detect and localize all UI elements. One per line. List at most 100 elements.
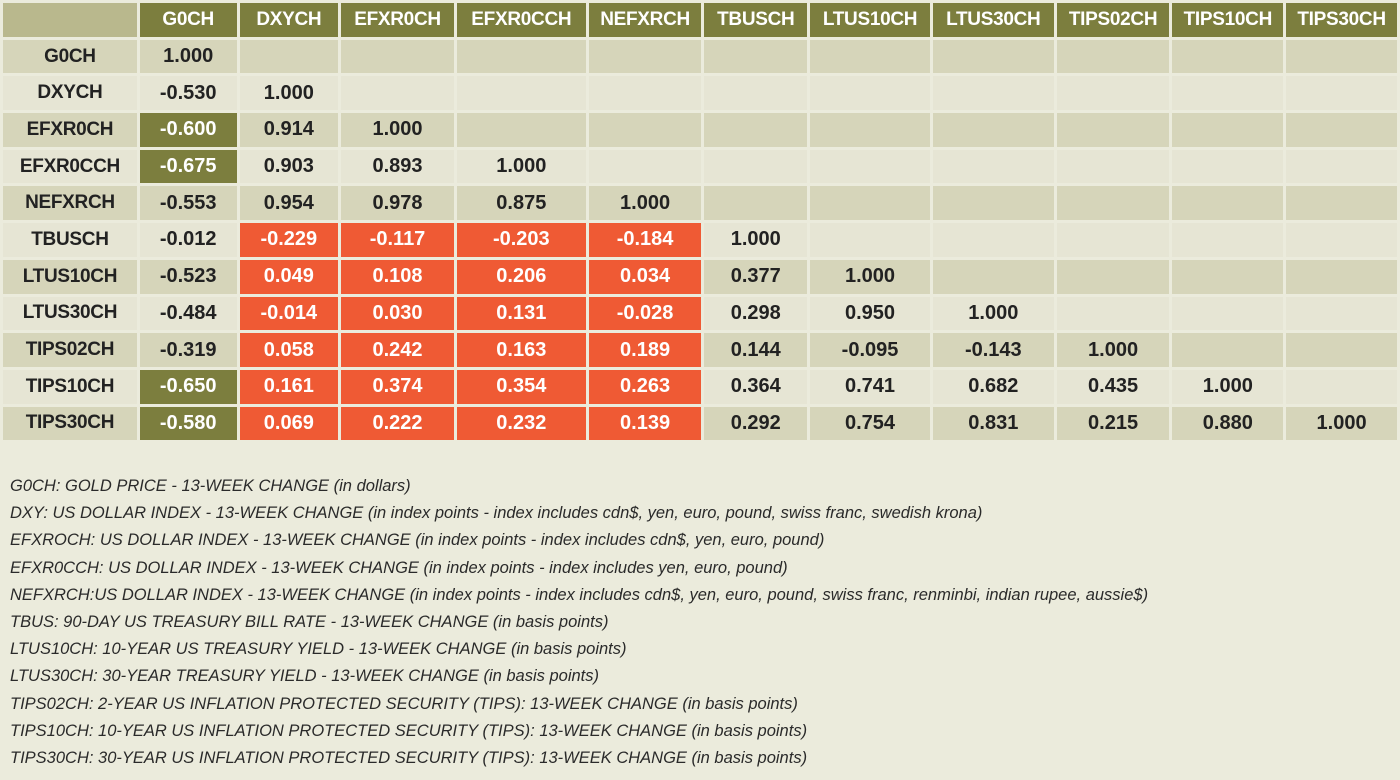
empty-cell (1286, 223, 1397, 257)
row-header-ltus10ch: LTUS10CH (3, 259, 137, 294)
empty-cell (932, 186, 1054, 221)
legend-line: EFXR0CCH: US DOLLAR INDEX - 13-WEEK CHAN… (10, 558, 788, 577)
correlation-value: 0.242 (341, 333, 454, 367)
legend: G0CH: GOLD PRICE - 13-WEEK CHANGE (in do… (10, 473, 1390, 772)
correlation-value: -0.580 (139, 406, 237, 441)
table-row: EFXR0CCH -0.675 0.903 0.893 1.000 (3, 149, 1397, 184)
correlation-value: 0.875 (456, 186, 586, 221)
correlation-value: -0.675 (139, 149, 237, 184)
column-header-nefxrch: NEFXRCH (588, 3, 702, 37)
correlation-value: 0.292 (704, 406, 808, 441)
correlation-value: 0.108 (341, 259, 454, 294)
correlation-value: 0.298 (704, 296, 808, 331)
table-row: DXYCH -0.530 1.000 (3, 76, 1397, 111)
correlation-value: 0.954 (239, 186, 339, 221)
empty-cell (456, 76, 586, 111)
correlation-value: 1.000 (1172, 369, 1284, 404)
empty-cell (341, 39, 454, 74)
correlation-value: 0.950 (810, 296, 930, 331)
empty-cell (239, 39, 339, 74)
correlation-value: -0.229 (239, 223, 339, 257)
correlation-value: 0.978 (341, 186, 454, 221)
correlation-value: -0.484 (139, 296, 237, 331)
empty-cell (810, 186, 930, 221)
empty-cell (1286, 76, 1397, 111)
column-header-ltus10ch: LTUS10CH (810, 3, 930, 37)
correlation-matrix: G0CH DXYCH EFXR0CH EFXR0CCH NEFXRCH TBUSCH LTU… (3, 3, 1397, 441)
correlation-value: 0.139 (588, 406, 702, 441)
correlation-value: 0.206 (456, 259, 586, 294)
empty-cell (810, 113, 930, 147)
correlation-value: 0.903 (239, 149, 339, 184)
empty-cell (1286, 113, 1397, 147)
empty-cell (1172, 149, 1284, 184)
empty-cell (1172, 259, 1284, 294)
table-row: TBUSCH -0.012 -0.229 -0.117 -0.203 -0.184 1.00… (3, 223, 1397, 257)
correlation-value: 1.000 (139, 39, 237, 74)
empty-cell (704, 149, 808, 184)
empty-cell (588, 76, 702, 111)
empty-cell (704, 113, 808, 147)
legend-line: TIPS10CH: 10-YEAR US INFLATION PROTECTED… (10, 721, 808, 740)
correlation-value: -0.012 (139, 223, 237, 257)
empty-cell (932, 76, 1054, 111)
column-header-efxr0cch: EFXR0CCH (456, 3, 586, 37)
correlation-value: -0.014 (239, 296, 339, 331)
column-header-dxych: DXYCH (239, 3, 339, 37)
correlation-value: 0.163 (456, 333, 586, 367)
legend-line: TBUS: 90-DAY US TREASURY BILL RATE - 13-… (10, 612, 609, 631)
correlation-value: -0.028 (588, 296, 702, 331)
empty-cell (1056, 259, 1170, 294)
legend-line: EFXROCH: US DOLLAR INDEX - 13-WEEK CHANG… (10, 531, 825, 550)
correlation-value: 0.030 (341, 296, 454, 331)
correlation-value: 0.435 (1056, 369, 1170, 404)
row-header-tips02ch: TIPS02CH (3, 333, 137, 367)
correlation-value: -0.650 (139, 369, 237, 404)
column-header-ltus30ch: LTUS30CH (932, 3, 1054, 37)
empty-cell (810, 39, 930, 74)
column-header-tips30ch: TIPS30CH (1286, 3, 1397, 37)
row-header-dxych: DXYCH (3, 76, 137, 111)
column-header-tips10ch: TIPS10CH (1172, 3, 1284, 37)
empty-cell (810, 76, 930, 111)
row-header-ltus30ch: LTUS30CH (3, 296, 137, 331)
column-header-tbusch: TBUSCH (704, 3, 808, 37)
legend-line: LTUS10CH: 10-YEAR US TREASURY YIELD - 13… (10, 640, 627, 659)
correlation-value: 0.374 (341, 369, 454, 404)
table-row: TIPS30CH -0.580 0.069 0.222 0.232 0.139 0.292 0… (3, 406, 1397, 441)
empty-cell (1056, 186, 1170, 221)
empty-cell (1172, 333, 1284, 367)
empty-cell (1172, 223, 1284, 257)
empty-cell (932, 39, 1054, 74)
table-row: LTUS10CH -0.523 0.049 0.108 0.206 0.034 0.377 1… (3, 259, 1397, 294)
table-row: G0CH 1.000 (3, 39, 1397, 74)
empty-cell (1056, 76, 1170, 111)
empty-cell (704, 76, 808, 111)
correlation-value: -0.530 (139, 76, 237, 111)
column-header-tips02ch: TIPS02CH (1056, 3, 1170, 37)
legend-line: NEFXRCH:US DOLLAR INDEX - 13-WEEK CHANGE… (10, 585, 1149, 604)
row-header-efxr0ch: EFXR0CH (3, 113, 137, 147)
table-row: LTUS30CH -0.484 -0.014 0.030 0.131 -0.028 0.29… (3, 296, 1397, 331)
correlation-value: -0.095 (810, 333, 930, 367)
correlation-value: 0.161 (239, 369, 339, 404)
correlation-value: -0.319 (139, 333, 237, 367)
row-header-efxr0cch: EFXR0CCH (3, 149, 137, 184)
legend-line: TIPS02CH: 2-YEAR US INFLATION PROTECTED … (10, 694, 798, 713)
empty-cell (1172, 296, 1284, 331)
empty-cell (456, 39, 586, 74)
legend-line: LTUS30CH: 30-YEAR TREASURY YIELD - 13-WE… (10, 667, 599, 686)
correlation-value: 0.189 (588, 333, 702, 367)
correlation-value: 0.069 (239, 406, 339, 441)
corner-cell (3, 3, 137, 37)
table-body: G0CH 1.000 DXYCH -0.530 1.000 EFXR0CH -0.600 0.… (3, 39, 1397, 441)
correlation-value: 1.000 (1286, 406, 1397, 441)
correlation-value: 0.914 (239, 113, 339, 147)
correlation-value: 0.880 (1172, 406, 1284, 441)
correlation-value: -0.600 (139, 113, 237, 147)
empty-cell (1172, 113, 1284, 147)
empty-cell (932, 113, 1054, 147)
empty-cell (1056, 39, 1170, 74)
empty-cell (1286, 186, 1397, 221)
empty-cell (588, 39, 702, 74)
